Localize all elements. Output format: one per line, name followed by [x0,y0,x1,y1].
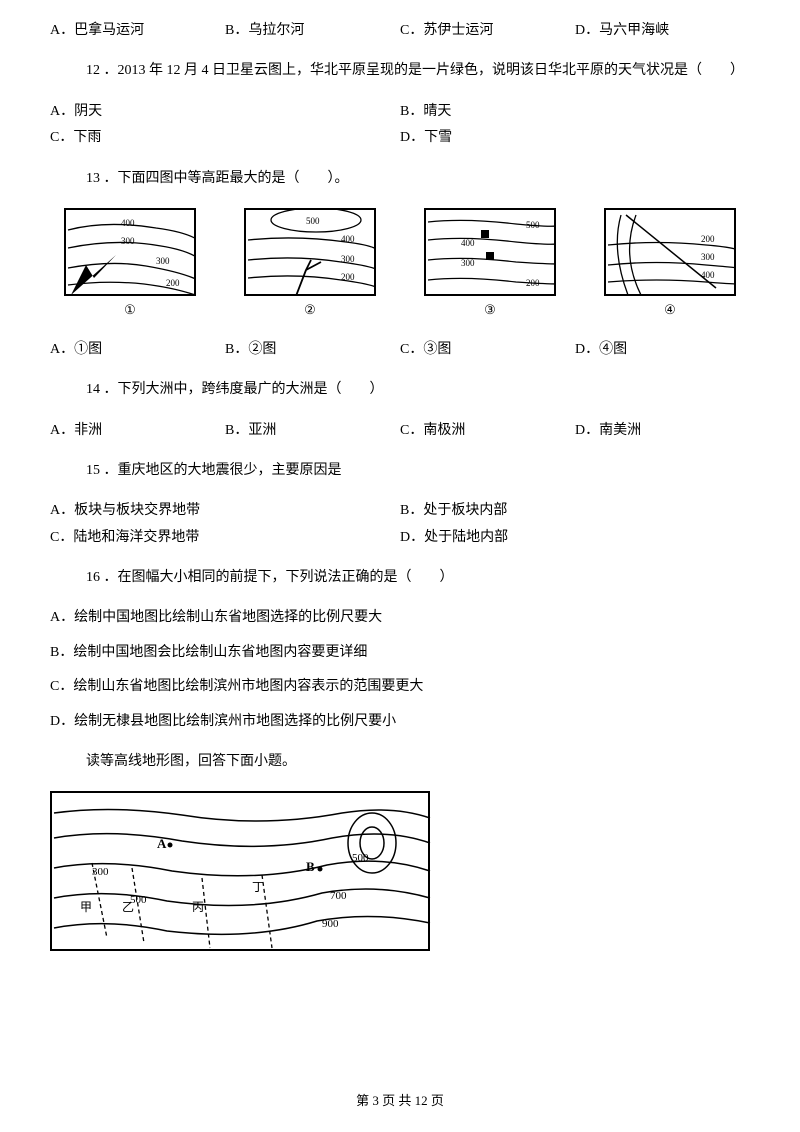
map-1-label: ① [124,300,136,321]
svg-text:300: 300 [701,252,715,262]
map-3: 500 400 300 200 ③ [410,208,570,321]
svg-text:乙: 乙 [122,900,134,914]
q15-option-c: C．陆地和海洋交界地带 [50,527,400,549]
svg-text:400: 400 [461,238,475,248]
svg-text:400: 400 [121,218,135,228]
svg-text:500: 500 [352,852,369,864]
q13-stem: 13 ．下面四图中等高距最大的是（ ）。 [86,168,750,190]
q15-options-row2: C．陆地和海洋交界地带 D．处于陆地内部 [50,527,750,549]
svg-text:A: A [157,836,167,851]
page-footer: 第 3 页 共 12 页 [0,1091,800,1112]
svg-text:200: 200 [526,278,540,288]
q12-option-a: A．阴天 [50,101,400,123]
option-a: A．巴拿马运河 [50,20,225,42]
q13-options: A．①图 B．②图 C．③图 D．④图 [50,339,750,361]
q16-option-c: C．绘制山东省地图比绘制滨州市地图内容表示的范围要更大 [50,676,750,698]
q12-option-c: C．下雨 [50,127,400,149]
q15-option-d: D．处于陆地内部 [400,527,750,549]
q12-options-row1: A．阴天 B．晴天 [50,101,750,123]
q13-option-c: C．③图 [400,339,575,361]
svg-text:丙: 丙 [192,900,204,914]
q14-stem: 14 ．下列大洲中，跨纬度最广的大洲是（ ） [86,379,750,401]
q13-option-b: B．②图 [225,339,400,361]
q14-option-a: A．非洲 [50,420,225,442]
map-1: 400 300 300 200 ① [50,208,210,321]
option-c: C．苏伊士运河 [400,20,575,42]
q12-option-b: B．晴天 [400,101,750,123]
prev-question-options: A．巴拿马运河 B．乌拉尔河 C．苏伊士运河 D．马六甲海峡 [50,20,750,42]
q14-option-c: C．南极洲 [400,420,575,442]
svg-text:200: 200 [341,272,355,282]
q14-option-d: D．南美洲 [575,420,750,442]
svg-text:500: 500 [306,216,320,226]
q13-option-d: D．④图 [575,339,750,361]
q14-options: A．非洲 B．亚洲 C．南极洲 D．南美洲 [50,420,750,442]
map-1-box: 400 300 300 200 [64,208,196,296]
svg-text:300: 300 [156,256,170,266]
map-4-label: ④ [664,300,676,321]
q15-options-row1: A．板块与板块交界地带 B．处于板块内部 [50,500,750,522]
option-b: B．乌拉尔河 [225,20,400,42]
q12-option-d: D．下雪 [400,127,750,149]
q13-option-a: A．①图 [50,339,225,361]
svg-text:700: 700 [330,890,347,902]
svg-text:B: B [306,859,315,874]
q15-option-a: A．板块与板块交界地带 [50,500,400,522]
svg-text:200: 200 [701,234,715,244]
option-d: D．马六甲海峡 [575,20,750,42]
svg-text:300: 300 [461,258,475,268]
q12-options-row2: C．下雨 D．下雪 [50,127,750,149]
map-3-box: 500 400 300 200 [424,208,556,296]
svg-text:500: 500 [526,220,540,230]
svg-text:400: 400 [701,270,715,280]
svg-text:丁: 丁 [252,880,264,894]
q14-option-b: B．亚洲 [225,420,400,442]
q12-stem: 12 ．2013 年 12 月 4 日卫星云图上，华北平原呈现的是一片绿色，说明… [86,60,750,82]
svg-text:300: 300 [92,866,109,878]
map-3-label: ③ [484,300,496,321]
q13-maps: 400 300 300 200 ① 500 400 300 200 ② [50,208,750,321]
contour-big-map: A B 300 500 500 700 900 甲 乙 丙 丁 [50,791,430,951]
q15-stem: 15 ．重庆地区的大地震很少，主要原因是 [86,460,750,482]
q16-stem: 16 ．在图幅大小相同的前提下，下列说法正确的是（ ） [86,567,750,589]
svg-text:400: 400 [341,234,355,244]
q16-option-d: D．绘制无棣县地图比绘制滨州市地图选择的比例尺要小 [50,711,750,733]
q15-option-b: B．处于板块内部 [400,500,750,522]
contour-prompt: 读等高线地形图，回答下面小题。 [86,751,750,773]
map-4: 200 300 400 ④ [590,208,750,321]
svg-text:300: 300 [341,254,355,264]
map-2-box: 500 400 300 200 [244,208,376,296]
svg-text:300: 300 [121,236,135,246]
map-4-box: 200 300 400 [604,208,736,296]
q16-option-b: B．绘制中国地图会比绘制山东省地图内容要更详细 [50,642,750,664]
svg-text:甲: 甲 [80,900,92,914]
map-2-label: ② [304,300,316,321]
map-2: 500 400 300 200 ② [230,208,390,321]
svg-text:900: 900 [322,918,339,930]
q16-option-a: A．绘制中国地图比绘制山东省地图选择的比例尺要大 [50,607,750,629]
svg-text:200: 200 [166,278,180,288]
